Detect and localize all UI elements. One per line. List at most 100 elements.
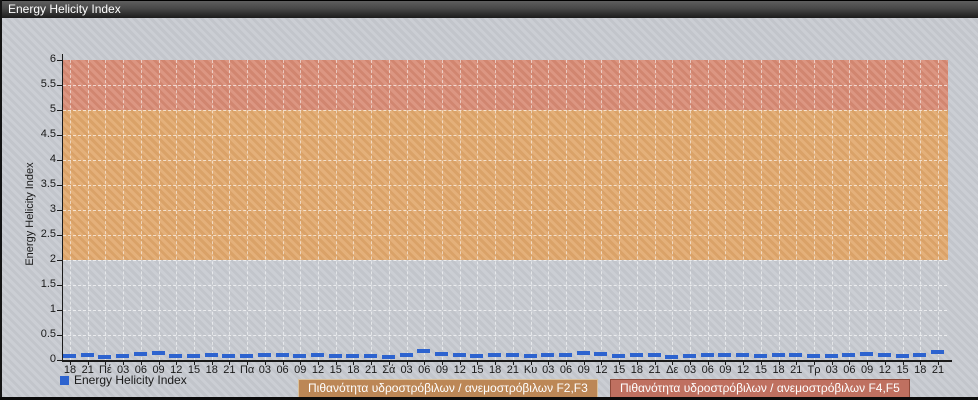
data-point-marker <box>541 352 555 357</box>
x-tick-mark <box>211 362 213 365</box>
window-border-bottom <box>0 397 978 400</box>
data-point-marker <box>275 353 289 357</box>
data-point-marker <box>328 353 342 358</box>
v-gridline <box>371 60 373 360</box>
v-gridline <box>477 60 479 360</box>
legend-band-f4f5-label: Πιθανότητα υδροστρόβιλων / ανεμοστρόβιλω… <box>610 379 910 398</box>
x-tick-mark <box>442 362 443 365</box>
h-gridline <box>63 160 947 161</box>
x-tick-mark <box>247 362 249 365</box>
x-tick-label: 21 <box>648 364 661 376</box>
y-tick-label: 2.5 <box>40 228 56 240</box>
data-point-marker <box>931 349 944 354</box>
data-point-marker <box>842 353 856 357</box>
data-point-marker <box>736 353 750 357</box>
x-tick-mark <box>282 362 284 365</box>
v-gridline <box>123 60 125 360</box>
y-tick-mark <box>57 135 62 136</box>
x-tick-label: 12 <box>737 364 750 376</box>
x-tick-mark <box>566 362 567 365</box>
x-tick-label: 18 <box>489 364 502 376</box>
data-point-marker <box>665 355 679 359</box>
data-point-marker <box>116 354 130 358</box>
x-tick-mark <box>849 362 851 365</box>
x-tick-label: 21 <box>506 364 519 376</box>
data-point-marker <box>576 350 590 355</box>
h-gridline <box>63 210 947 211</box>
v-gridline <box>158 60 160 360</box>
legend-series-label: Energy Helicity Index <box>74 373 187 387</box>
data-point-marker <box>913 352 927 357</box>
x-tick-mark <box>318 362 319 365</box>
y-tick-label: 5.5 <box>40 78 56 90</box>
y-tick-label: 2 <box>49 253 56 265</box>
x-tick-label: 12 <box>595 364 608 376</box>
x-tick-label: 15 <box>329 364 342 376</box>
data-point-marker <box>293 354 307 358</box>
x-tick-mark <box>406 362 408 365</box>
x-tick-label: 03 <box>825 364 838 376</box>
x-tick-label: 09 <box>152 364 165 376</box>
v-gridline <box>672 60 674 360</box>
v-gridline <box>636 60 638 360</box>
x-tick-label: Πα <box>239 364 255 376</box>
x-tick-label: Κυ <box>523 364 538 376</box>
y-tick-label: 1 <box>49 303 56 315</box>
v-gridline <box>938 60 939 360</box>
window-title-bar: Energy Helicity Index <box>0 0 978 18</box>
y-tick-mark <box>57 85 62 86</box>
v-gridline <box>70 60 71 360</box>
data-point-marker <box>860 352 874 356</box>
data-point-marker <box>718 353 732 357</box>
y-axis-line <box>62 54 63 361</box>
y-tick-label: 4.5 <box>40 128 56 140</box>
v-gridline <box>335 60 337 360</box>
data-point-marker <box>594 351 608 356</box>
x-tick-mark <box>176 362 178 365</box>
y-tick-label: 6 <box>49 53 56 65</box>
v-gridline <box>87 60 89 360</box>
h-gridline <box>63 110 947 111</box>
y-tick-mark <box>57 285 62 286</box>
x-tick-label: 06 <box>418 364 431 376</box>
v-gridline <box>264 60 266 360</box>
x-tick-label: 15 <box>613 364 626 376</box>
y-tick-mark <box>57 185 62 186</box>
x-tick-mark <box>105 362 107 365</box>
y-axis-title-text: Energy Helicity Index <box>24 162 36 266</box>
v-gridline <box>229 60 231 360</box>
x-tick-mark <box>619 362 621 365</box>
x-tick-mark <box>707 362 709 365</box>
x-tick-mark <box>158 362 160 365</box>
data-point-marker <box>647 353 661 357</box>
y-tick-mark <box>57 110 62 111</box>
v-gridline <box>140 60 142 360</box>
v-gridline <box>725 60 727 360</box>
x-tick-mark <box>583 362 585 365</box>
v-gridline <box>849 60 851 360</box>
data-point-marker <box>399 353 413 357</box>
data-point-marker <box>700 352 714 357</box>
data-point-marker <box>824 353 838 358</box>
x-tick-label: 06 <box>276 364 289 376</box>
v-gridline <box>211 60 213 360</box>
data-point-marker <box>505 353 519 357</box>
x-tick-mark <box>512 362 514 365</box>
v-gridline <box>282 60 284 360</box>
data-point-marker <box>381 354 395 359</box>
y-tick-label: 3.5 <box>40 178 56 190</box>
v-gridline <box>778 60 780 360</box>
data-point-marker <box>346 354 360 358</box>
y-tick-mark <box>57 260 62 261</box>
x-tick-label: 12 <box>170 364 183 376</box>
data-point-marker <box>80 352 94 357</box>
y-tick-label: 5 <box>49 103 56 115</box>
data-point-marker <box>222 354 236 358</box>
x-tick-mark <box>388 362 390 365</box>
window-title: Energy Helicity Index <box>8 2 121 16</box>
x-tick-mark <box>601 362 603 365</box>
x-tick-mark <box>760 362 762 365</box>
x-tick-label: 18 <box>205 364 218 376</box>
legend-series-item: Energy Helicity Index <box>60 373 187 387</box>
x-tick-mark <box>636 362 638 365</box>
